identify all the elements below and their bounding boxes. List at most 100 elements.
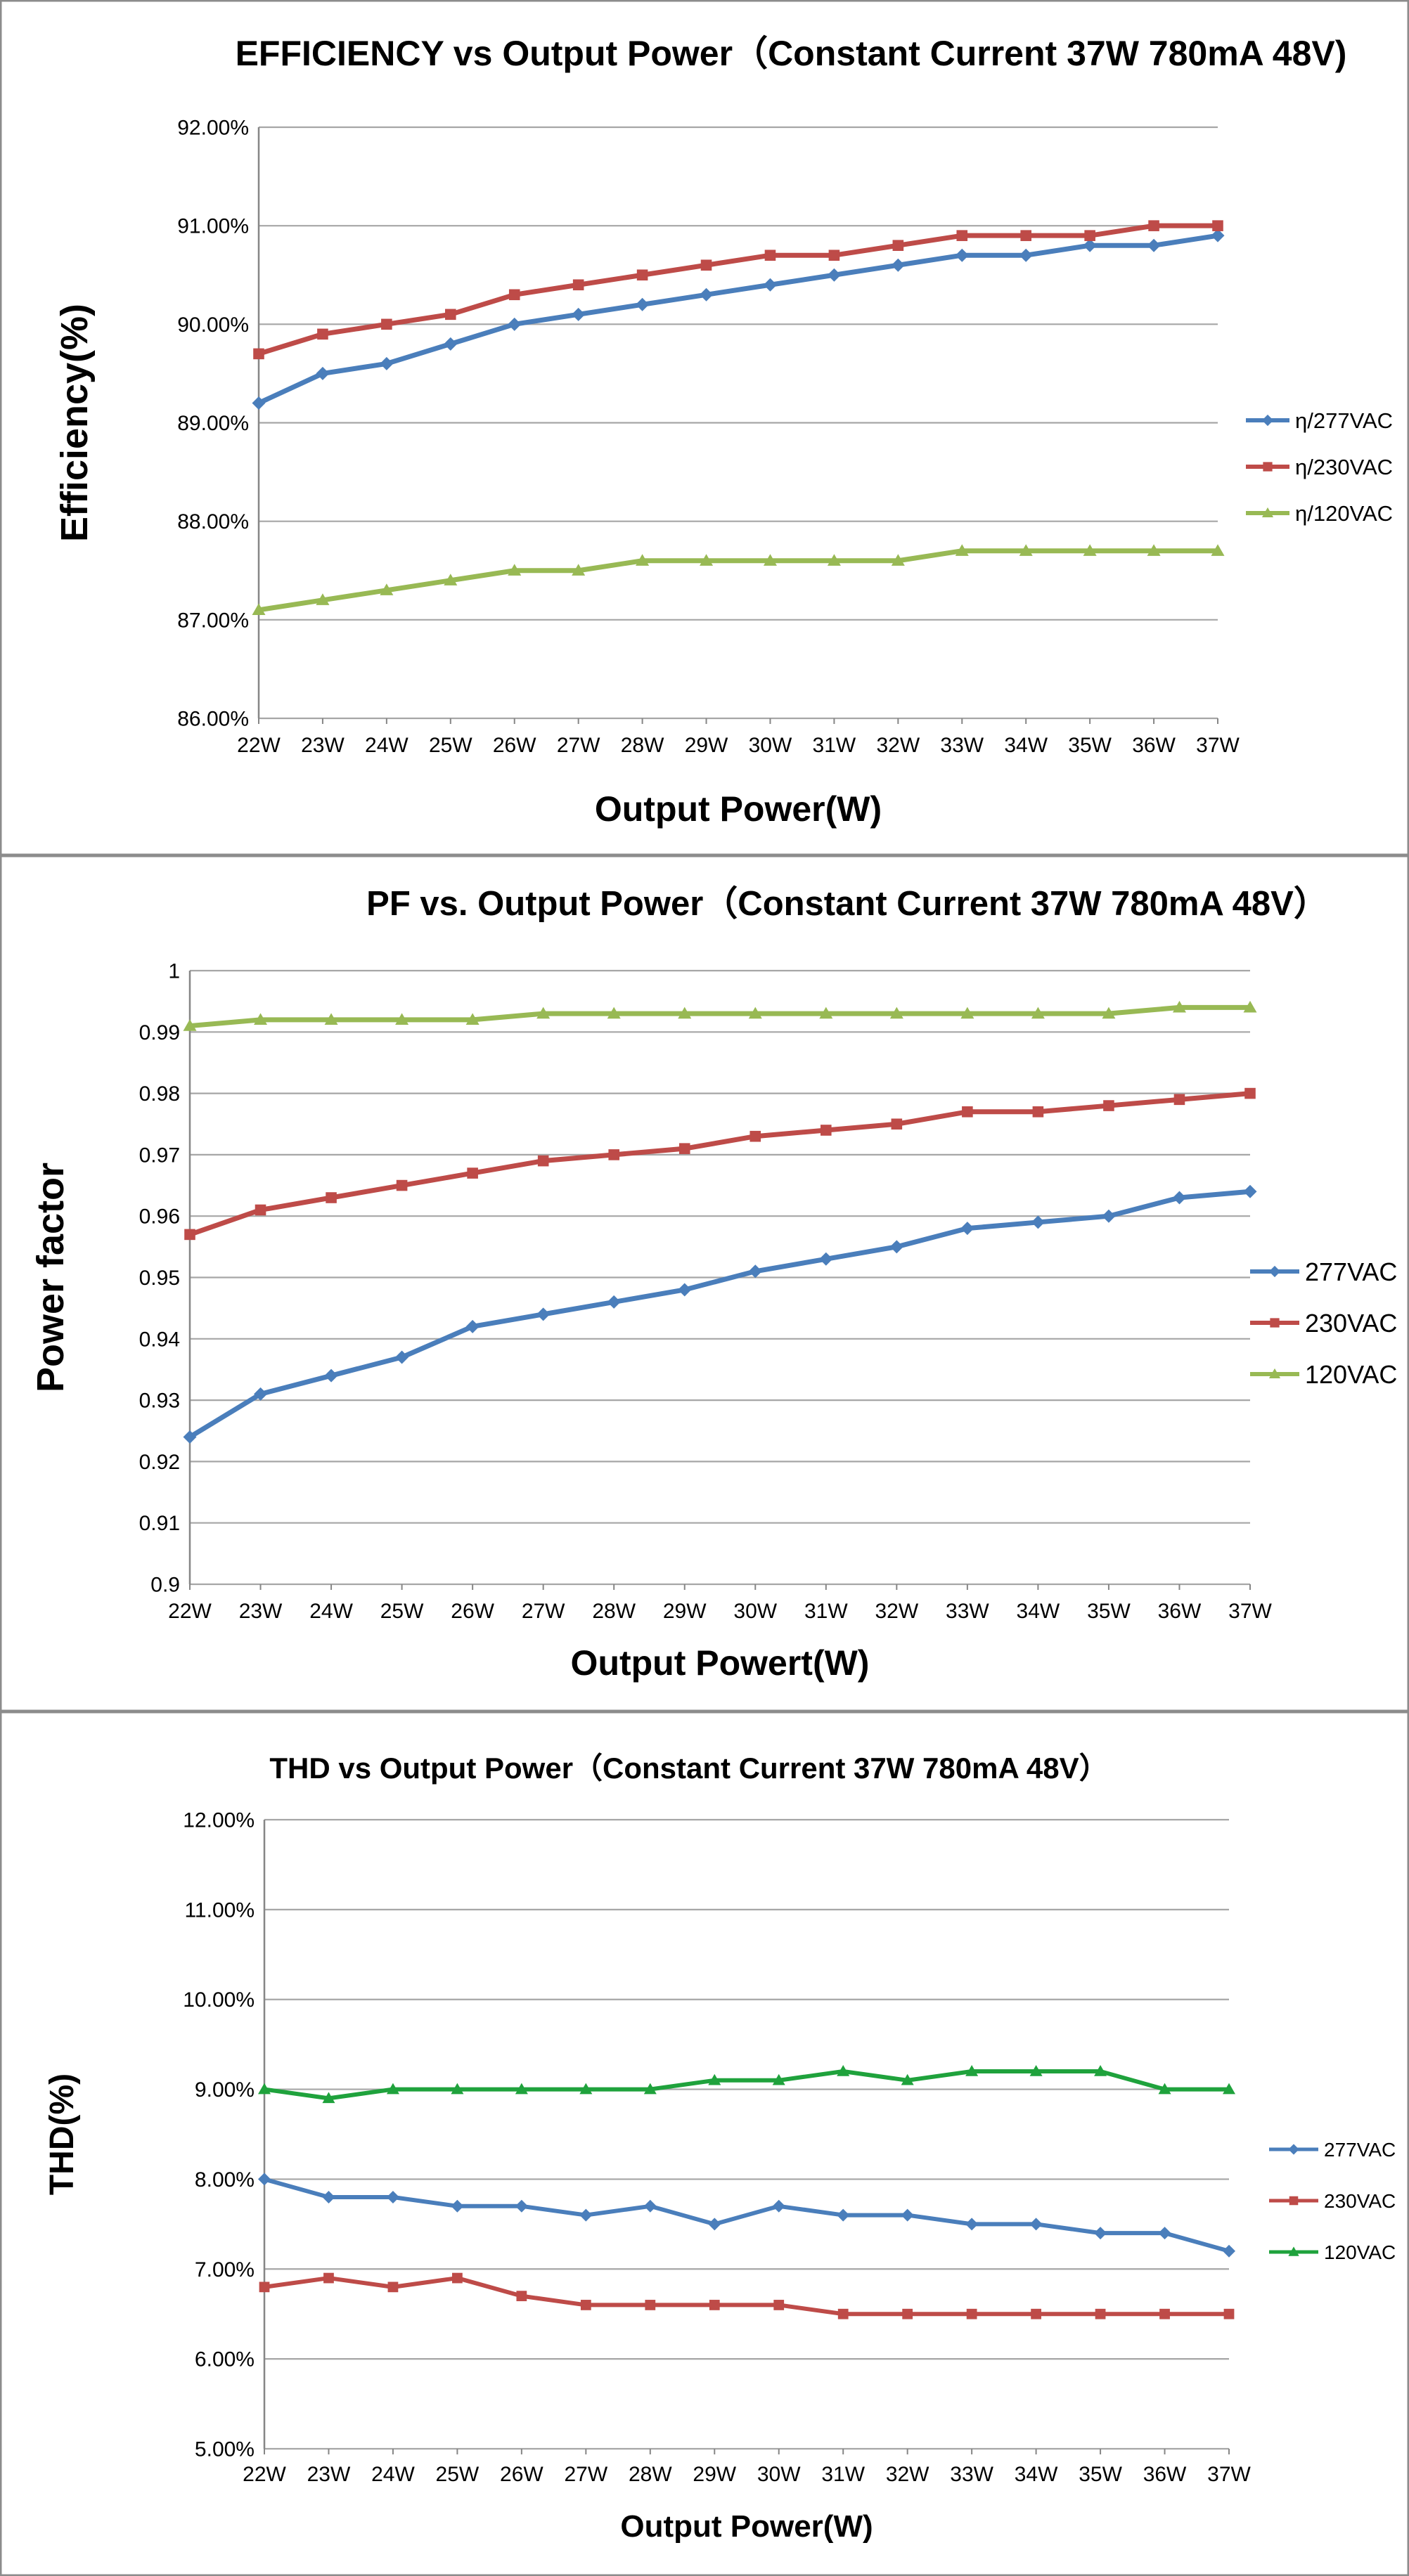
x-tick-label: 29W	[663, 1600, 707, 1623]
x-tick-label: 34W	[1017, 1600, 1060, 1623]
chart-panel-2: 0.9 0.91 0.92 0.93 0.94 0.95 0.96 0.97 0.98 0.99 1…	[0, 855, 1409, 1712]
series-120VAC	[183, 1000, 1257, 1031]
data-point	[1211, 544, 1225, 556]
x-tick-label: 27W	[522, 1600, 565, 1623]
x-tick-label: 30W	[757, 2463, 801, 2486]
y-tick-label: 0.97	[139, 1144, 180, 1167]
x-tick-label: 22W	[243, 2463, 286, 2486]
data-point	[837, 2065, 850, 2076]
legend-entry: 230VAC	[1269, 2190, 1396, 2212]
data-point	[1031, 1007, 1045, 1019]
x-tick-label: 29W	[693, 2463, 736, 2486]
y-tick-label: 0.95	[139, 1267, 180, 1290]
data-point	[252, 396, 266, 410]
data-point	[444, 337, 458, 351]
y-axis-title: Power factor	[30, 1163, 72, 1392]
data-point	[607, 1007, 621, 1019]
data-point	[645, 2300, 656, 2310]
y-tick-label: 89.00%	[177, 412, 249, 435]
y-tick-label: 87.00%	[177, 609, 249, 632]
x-tick-label: 28W	[629, 2463, 672, 2486]
data-point	[678, 1283, 692, 1297]
legend-entry: 230VAC	[1250, 1309, 1397, 1338]
data-point	[183, 1019, 197, 1031]
data-point	[465, 1319, 480, 1333]
data-point	[889, 1007, 903, 1019]
x-tick-label: 23W	[301, 734, 345, 757]
y-tick-label: 9.00%	[195, 2078, 255, 2102]
data-point	[322, 2092, 335, 2104]
x-tick-label: 34W	[1004, 734, 1048, 757]
data-point	[892, 240, 904, 251]
data-point	[1223, 2244, 1235, 2258]
chart-title: PF vs. Output Power（Constant Current 37W…	[366, 885, 1328, 923]
x-tick-label: 34W	[1015, 2463, 1058, 2486]
data-point	[1147, 544, 1161, 556]
data-point	[1031, 2308, 1041, 2319]
data-point	[1095, 2308, 1106, 2319]
y-tick-label: 92.00%	[177, 117, 249, 140]
y-tick-label: 0.96	[139, 1205, 180, 1229]
data-point	[465, 1013, 480, 1025]
x-tick-label: 37W	[1196, 734, 1240, 757]
data-point	[828, 250, 840, 261]
x-tick-label: 26W	[493, 734, 536, 757]
data-point	[515, 2199, 528, 2213]
series-line	[264, 2276, 1229, 2317]
legend-label: 277VAC	[1305, 1257, 1397, 1286]
data-point	[891, 554, 905, 566]
data-point	[901, 2208, 914, 2222]
data-point	[395, 1350, 409, 1364]
y-tick-label: 0.91	[139, 1512, 180, 1535]
data-point	[508, 289, 520, 301]
data-point	[572, 307, 586, 321]
data-point	[891, 1118, 903, 1130]
y-tick-label: 1	[168, 960, 180, 983]
data-point	[700, 287, 714, 302]
data-point	[708, 2218, 721, 2231]
x-tick-label: 24W	[365, 734, 408, 757]
data-point	[764, 250, 776, 261]
x-tick-label: 24W	[371, 2463, 415, 2486]
x-tick-label: 30W	[749, 734, 792, 757]
y-tick-label: 8.00%	[195, 2168, 255, 2192]
y-tick-label: 91.00%	[177, 215, 249, 238]
data-point	[386, 2083, 399, 2095]
series-230VAC	[259, 2272, 1235, 2319]
data-point	[452, 2272, 463, 2284]
x-tick-label: 26W	[500, 2463, 543, 2486]
data-point	[889, 1240, 903, 1254]
x-tick-label: 23W	[307, 2463, 351, 2486]
x-tick-label: 31W	[821, 2463, 865, 2486]
x-tick-label: 35W	[1079, 2463, 1122, 2486]
y-tick-label: 88.00%	[177, 510, 249, 533]
data-point	[316, 366, 330, 380]
data-point	[955, 544, 969, 556]
data-point	[748, 1264, 762, 1279]
x-tick-label: 28W	[621, 734, 664, 757]
series-line	[264, 2177, 1230, 2253]
y-tick-label: 0.98	[139, 1082, 180, 1106]
data-point	[1031, 1215, 1045, 1229]
data-point	[516, 2291, 527, 2302]
x-tick-label: 37W	[1228, 1600, 1272, 1623]
data-point	[252, 603, 266, 615]
data-point	[827, 268, 841, 282]
series-277VAC	[258, 2173, 1235, 2258]
series-η/277VAC	[252, 228, 1225, 410]
data-point	[396, 1179, 408, 1191]
y-tick-label: 6.00%	[195, 2348, 255, 2371]
legend-entry: η/277VAC	[1246, 408, 1393, 433]
series-line	[189, 1004, 1250, 1029]
data-point	[1223, 2083, 1235, 2095]
data-point	[636, 297, 650, 311]
legend-label: 230VAC	[1305, 1309, 1397, 1338]
x-tick-label: 36W	[1132, 734, 1176, 757]
data-point	[1243, 1000, 1257, 1013]
legend-swatch-marker	[1263, 462, 1273, 472]
x-tick-label: 36W	[1143, 2463, 1187, 2486]
x-tick-label: 31W	[813, 734, 856, 757]
legend-label: 120VAC	[1305, 1360, 1397, 1389]
data-point	[381, 318, 392, 330]
